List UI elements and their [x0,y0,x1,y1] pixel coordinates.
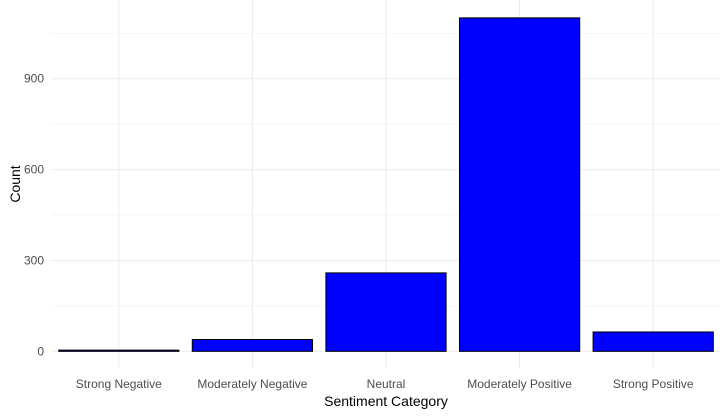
y-tick-label: 900 [24,72,44,86]
x-tick-label: Moderately Negative [197,377,307,391]
y-axis-title: Count [7,165,23,202]
bar-moderately-positive [458,17,581,352]
y-tick-label: 0 [37,344,44,358]
x-axis-title: Sentiment Category [324,393,448,409]
x-axis-ticks: Strong Negative Moderately Negative Neutra… [76,377,694,391]
bar-moderately-negative [191,339,314,352]
x-tick-label: Strong Positive [613,377,694,391]
x-tick-label: Moderately Positive [467,377,572,391]
x-tick-label: Neutral [367,377,406,391]
bar-strong-negative [58,349,180,352]
bar-strong-positive [592,331,714,352]
y-tick-label: 600 [24,163,44,177]
x-tick-label: Strong Negative [76,377,162,391]
bar-neutral [325,272,447,352]
y-tick-label: 300 [24,253,44,267]
bars [58,17,714,352]
y-axis-ticks: 0 300 600 900 [24,72,44,359]
